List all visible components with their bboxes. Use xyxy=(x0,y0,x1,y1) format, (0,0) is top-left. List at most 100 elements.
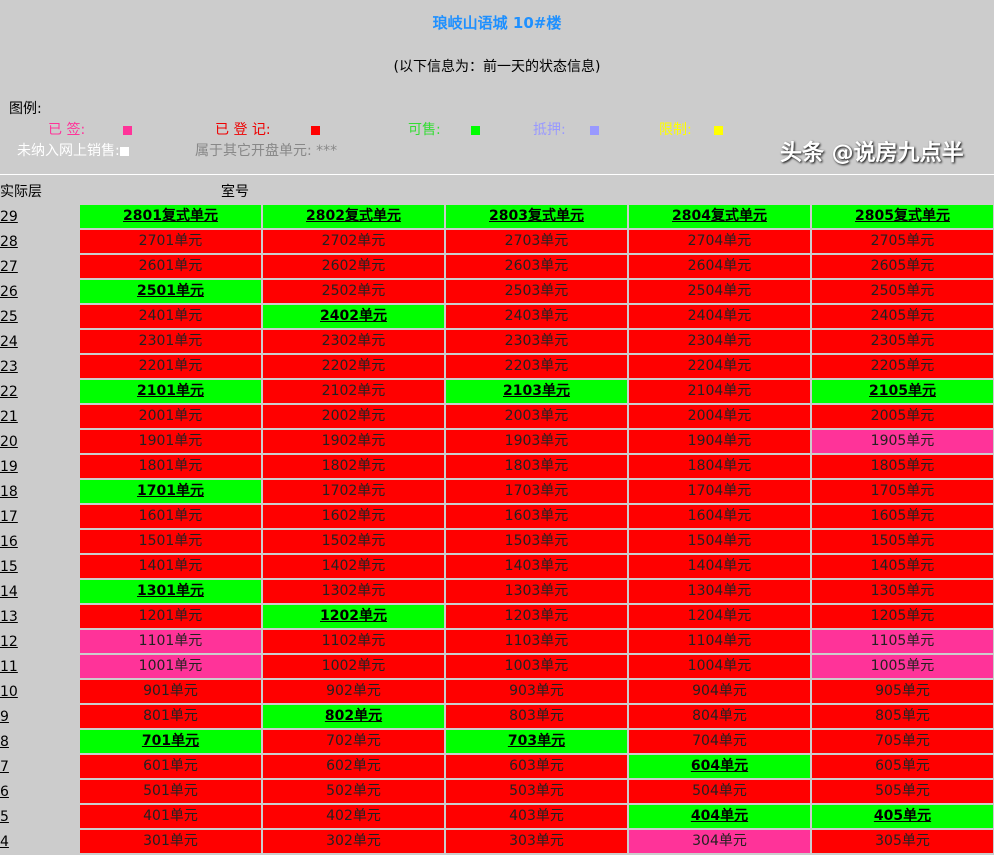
unit-cell: 2702单元 xyxy=(263,230,444,253)
room-header: 室号 xyxy=(221,184,249,200)
table-row: 25 2401单元 2402单元 2403单元 2404单元 2405单元 xyxy=(0,305,994,330)
unit-cell[interactable]: 703单元 xyxy=(446,730,627,753)
unit-cell: 1601单元 xyxy=(80,505,261,528)
unit-cell: 2503单元 xyxy=(446,280,627,303)
unit-cell[interactable]: 2804复式单元 xyxy=(629,205,810,228)
unit-cell: 1001单元 xyxy=(80,655,261,678)
unit-cell: 705单元 xyxy=(812,730,993,753)
floor-link[interactable]: 14 xyxy=(0,584,18,600)
unit-cell: 1703单元 xyxy=(446,480,627,503)
unit-cell[interactable]: 2803复式单元 xyxy=(446,205,627,228)
floor-header: 实际层 xyxy=(0,184,42,200)
unit-cell: 2004单元 xyxy=(629,405,810,428)
floor-link[interactable]: 13 xyxy=(0,609,18,625)
floor-link[interactable]: 27 xyxy=(0,259,18,275)
unit-cell: 804单元 xyxy=(629,705,810,728)
unit-cell[interactable]: 405单元 xyxy=(812,805,993,828)
unit-cell[interactable]: 2103单元 xyxy=(446,380,627,403)
floor-link[interactable]: 19 xyxy=(0,459,18,475)
floor-link[interactable]: 11 xyxy=(0,659,18,675)
legend-label: 限制: xyxy=(659,122,692,138)
unit-cell: 2303单元 xyxy=(446,330,627,353)
unit-cell[interactable]: 802单元 xyxy=(263,705,444,728)
unit-cell: 603单元 xyxy=(446,755,627,778)
unit-cell: 1405单元 xyxy=(812,555,993,578)
floor-link[interactable]: 28 xyxy=(0,234,18,250)
floor-link[interactable]: 29 xyxy=(0,209,18,225)
floor-link[interactable]: 6 xyxy=(0,784,9,800)
unit-cell: 2505单元 xyxy=(812,280,993,303)
floor-link[interactable]: 18 xyxy=(0,484,18,500)
unit-cell: 1201单元 xyxy=(80,605,261,628)
floor-link[interactable]: 24 xyxy=(0,334,18,350)
unit-cell[interactable]: 2101单元 xyxy=(80,380,261,403)
unit-cell: 1203单元 xyxy=(446,605,627,628)
unit-cell[interactable]: 1301单元 xyxy=(80,580,261,603)
unit-cell[interactable]: 1202单元 xyxy=(263,605,444,628)
unit-cell: 1004单元 xyxy=(629,655,810,678)
unit-cell[interactable]: 2805复式单元 xyxy=(812,205,993,228)
unit-cell: 1603单元 xyxy=(446,505,627,528)
legend-label: 可售: xyxy=(408,122,441,138)
unit-cell: 303单元 xyxy=(446,830,627,853)
floor-link[interactable]: 26 xyxy=(0,284,18,300)
floor-link[interactable]: 16 xyxy=(0,534,18,550)
table-row: 13 1201单元 1202单元 1203单元 1204单元 1205单元 xyxy=(0,605,994,630)
unit-cell: 1505单元 xyxy=(812,530,993,553)
unit-cell: 904单元 xyxy=(629,680,810,703)
floor-link[interactable]: 9 xyxy=(0,709,9,725)
floor-link[interactable]: 8 xyxy=(0,734,9,750)
unit-cell: 905单元 xyxy=(812,680,993,703)
floor-link[interactable]: 5 xyxy=(0,809,9,825)
unit-cell: 2504单元 xyxy=(629,280,810,303)
floor-link[interactable]: 7 xyxy=(0,759,9,775)
unit-cell: 1905单元 xyxy=(812,430,993,453)
unit-cell[interactable]: 701单元 xyxy=(80,730,261,753)
table-row: 11 1001单元 1002单元 1003单元 1004单元 1005单元 xyxy=(0,655,994,680)
table-row: 20 1901单元 1902单元 1903单元 1904单元 1905单元 xyxy=(0,430,994,455)
unit-cell: 2705单元 xyxy=(812,230,993,253)
unit-cell[interactable]: 404单元 xyxy=(629,805,810,828)
floor-link[interactable]: 15 xyxy=(0,559,18,575)
swatch-icon xyxy=(589,125,599,135)
floor-link[interactable]: 22 xyxy=(0,384,18,400)
unit-cell: 2701单元 xyxy=(80,230,261,253)
unit-cell: 1402单元 xyxy=(263,555,444,578)
unit-cell: 1801单元 xyxy=(80,455,261,478)
table-row: 28 2701单元 2702单元 2703单元 2704单元 2705单元 xyxy=(0,230,994,255)
unit-cell: 2204单元 xyxy=(629,355,810,378)
floor-link[interactable]: 12 xyxy=(0,634,18,650)
floor-link[interactable]: 25 xyxy=(0,309,18,325)
unit-cell[interactable]: 2402单元 xyxy=(263,305,444,328)
unit-cell: 2001单元 xyxy=(80,405,261,428)
floor-link[interactable]: 17 xyxy=(0,509,18,525)
unit-cell: 1602单元 xyxy=(263,505,444,528)
table-row: 26 2501单元 2502单元 2503单元 2504单元 2505单元 xyxy=(0,280,994,305)
legend-registered: 已 登 记: xyxy=(215,119,320,139)
floor-link[interactable]: 21 xyxy=(0,409,18,425)
unit-cell[interactable]: 2501单元 xyxy=(80,280,261,303)
unit-cell: 903单元 xyxy=(446,680,627,703)
unit-cell[interactable]: 604单元 xyxy=(629,755,810,778)
unit-table: 29 2801复式单元 2802复式单元 2803复式单元 2804复式单元 2805复式… xyxy=(0,205,994,855)
unit-cell: 2203单元 xyxy=(446,355,627,378)
floor-link[interactable]: 10 xyxy=(0,684,18,700)
unit-cell: 2703单元 xyxy=(446,230,627,253)
table-row: 16 1501单元 1502单元 1503单元 1504单元 1505单元 xyxy=(0,530,994,555)
table-row: 22 2101单元 2102单元 2103单元 2104单元 2105单元 xyxy=(0,380,994,405)
unit-cell[interactable]: 2802复式单元 xyxy=(263,205,444,228)
unit-cell: 1103单元 xyxy=(446,630,627,653)
floor-link[interactable]: 20 xyxy=(0,434,18,450)
floor-link[interactable]: 23 xyxy=(0,359,18,375)
floor-link[interactable]: 4 xyxy=(0,834,9,850)
unit-cell: 1903单元 xyxy=(446,430,627,453)
table-row: 12 1101单元 1102单元 1103单元 1104单元 1105单元 xyxy=(0,630,994,655)
unit-cell[interactable]: 2801复式单元 xyxy=(80,205,261,228)
unit-cell: 1205单元 xyxy=(812,605,993,628)
table-row: 9 801单元 802单元 803单元 804单元 805单元 xyxy=(0,705,994,730)
unit-cell: 302单元 xyxy=(263,830,444,853)
unit-cell: 803单元 xyxy=(446,705,627,728)
watermark: 头条 @说房九点半 xyxy=(780,141,964,166)
unit-cell[interactable]: 1701单元 xyxy=(80,480,261,503)
unit-cell[interactable]: 2105单元 xyxy=(812,380,993,403)
